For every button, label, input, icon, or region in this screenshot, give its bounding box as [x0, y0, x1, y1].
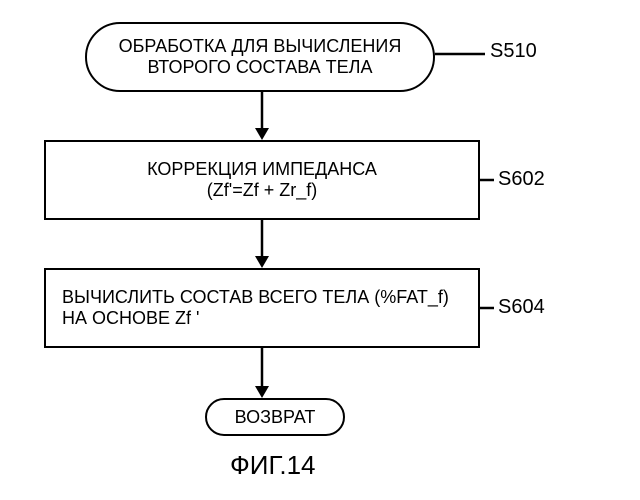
- node-s602-line2: (Zf'=Zf + Zr_f): [207, 180, 317, 201]
- connector-s604-label: [480, 304, 500, 312]
- node-s602-line1: КОРРЕКЦИЯ ИМПЕДАНСА: [147, 159, 377, 180]
- node-s602: КОРРЕКЦИЯ ИМПЕДАНСА (Zf'=Zf + Zr_f): [44, 140, 480, 220]
- label-s602: S602: [498, 168, 545, 191]
- node-return-text: ВОЗВРАТ: [235, 407, 316, 428]
- node-s604: ВЫЧИСЛИТЬ СОСТАВ ВСЕГО ТЕЛА (%FAT_f) НА …: [44, 268, 480, 348]
- node-s604-line2: НА ОСНОВЕ Zf ': [62, 308, 199, 329]
- flowchart-canvas: ОБРАБОТКА ДЛЯ ВЫЧИСЛЕНИЯ ВТОРОГО СОСТАВА…: [0, 0, 640, 500]
- arrow-2: [252, 220, 272, 268]
- connector-start-label: [435, 50, 491, 58]
- node-s604-line1: ВЫЧИСЛИТЬ СОСТАВ ВСЕГО ТЕЛА (%FAT_f): [62, 287, 449, 308]
- label-s604: S604: [498, 296, 545, 319]
- connector-s602-label: [480, 176, 500, 184]
- arrow-3: [252, 348, 272, 398]
- figure-caption: ФИГ.14: [230, 450, 316, 481]
- node-start-line1: ОБРАБОТКА ДЛЯ ВЫЧИСЛЕНИЯ: [119, 36, 402, 57]
- node-start: ОБРАБОТКА ДЛЯ ВЫЧИСЛЕНИЯ ВТОРОГО СОСТАВА…: [85, 22, 435, 92]
- node-start-line2: ВТОРОГО СОСТАВА ТЕЛА: [119, 57, 402, 78]
- node-return: ВОЗВРАТ: [205, 398, 345, 436]
- label-s510: S510: [490, 40, 537, 63]
- arrow-1: [252, 92, 272, 140]
